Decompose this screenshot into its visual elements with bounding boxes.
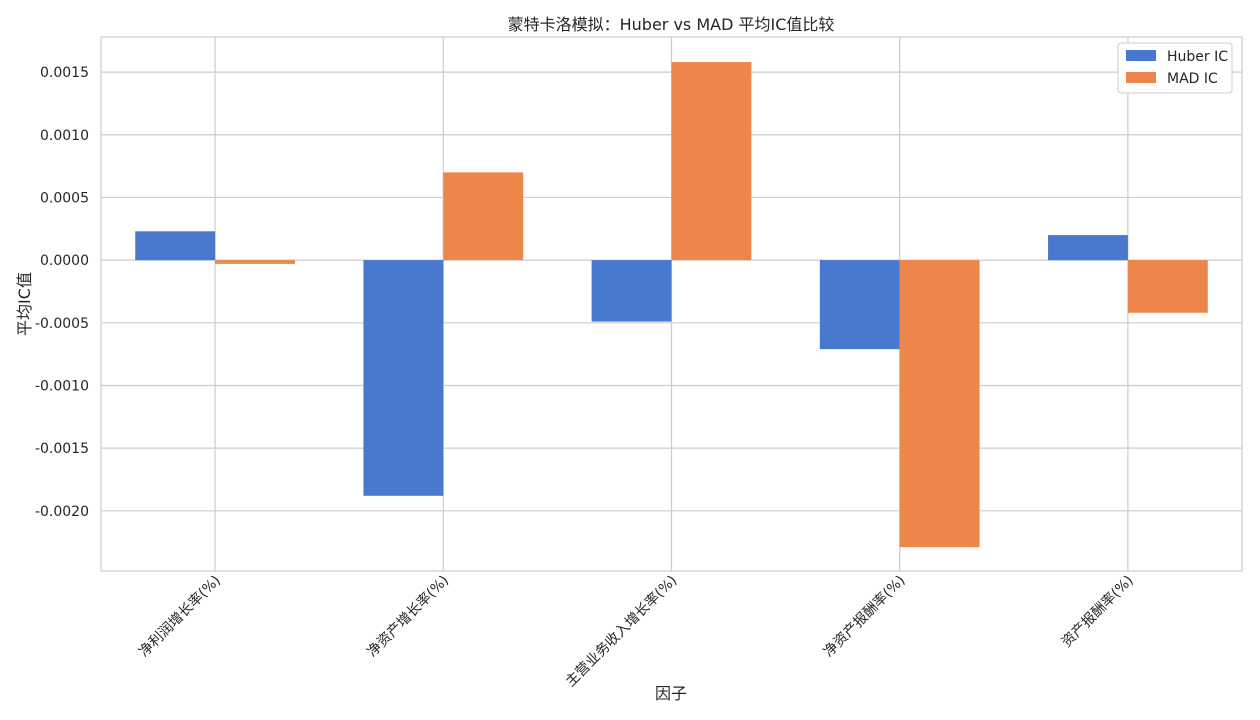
legend-label-huber: Huber IC <box>1167 49 1228 65</box>
bar-mad-ic <box>215 260 295 264</box>
bar-huber-ic <box>135 231 216 261</box>
bar-huber-ic <box>591 260 672 322</box>
y-tick-label: 0.0005 <box>40 190 89 206</box>
y-tick-label: 0.0000 <box>40 253 89 269</box>
y-tick-label: 0.0010 <box>40 128 89 144</box>
y-tick-label: -0.0010 <box>35 378 89 394</box>
bar-huber-ic <box>819 260 900 350</box>
bar-mad-ic <box>443 172 524 261</box>
bar-huber-ic <box>363 260 444 496</box>
x-tick-label: 主营业务收入增长率(%) <box>562 572 680 690</box>
bars <box>135 62 1208 548</box>
y-tick-label: -0.0005 <box>35 316 89 332</box>
bar-mad-ic <box>899 260 980 548</box>
y-tick-label: -0.0020 <box>35 504 89 520</box>
legend: Huber IC MAD IC <box>1117 42 1233 94</box>
legend-swatch-mad <box>1126 72 1156 83</box>
x-tick-label: 净利润增长率(%) <box>135 572 224 661</box>
legend-swatch-huber <box>1126 50 1156 61</box>
y-tick-label: -0.0015 <box>35 441 89 457</box>
x-axis-title: 因子 <box>655 684 687 703</box>
chart-title: 蒙特卡洛模拟：Huber vs MAD 平均IC值比较 <box>508 15 835 34</box>
x-tick-label: 净资产增长率(%) <box>364 572 453 661</box>
bar-mad-ic <box>1127 260 1208 313</box>
x-tick-labels: 净利润增长率(%) 净资产增长率(%) 主营业务收入增长率(%) 净资产报酬率(%) 资… <box>135 572 1136 690</box>
plot-frame <box>100 36 1243 572</box>
legend-label-mad: MAD IC <box>1167 71 1218 87</box>
bar-mad-ic <box>671 62 752 261</box>
x-tick-label: 净资产报酬率(%) <box>820 572 909 661</box>
y-tick-labels: 0.0015 0.0010 0.0005 0.0000 -0.0005 -0.0010 -0… <box>35 65 89 520</box>
y-tick-label: 0.0015 <box>40 65 89 81</box>
bar-huber-ic <box>1048 235 1128 261</box>
y-axis-title: 平均IC值 <box>15 272 34 336</box>
x-tick-label: 资产报酬率(%) <box>1058 572 1137 651</box>
